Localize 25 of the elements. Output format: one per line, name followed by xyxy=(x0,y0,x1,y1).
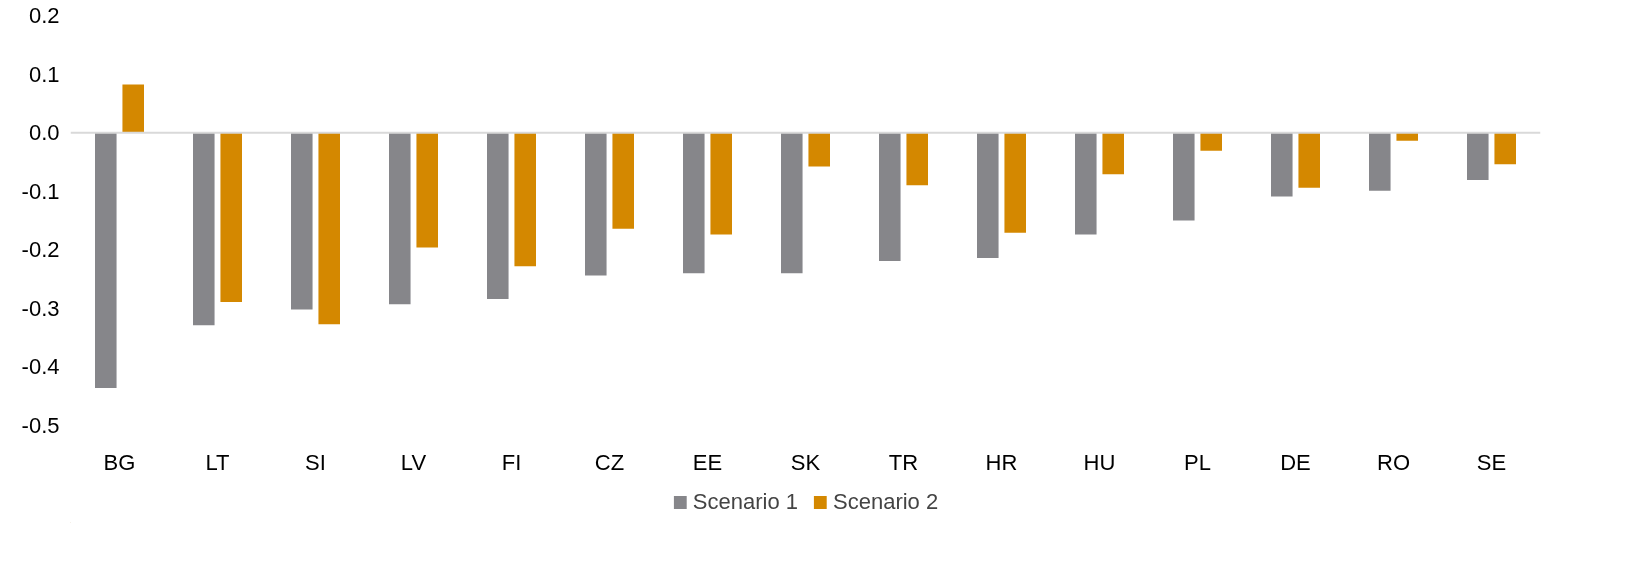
y-tick-label: -0.1 xyxy=(21,178,60,204)
y-tick-label: -0.4 xyxy=(21,354,60,380)
x-tick-label: EE xyxy=(692,449,723,475)
x-tick-label: LV xyxy=(400,449,427,475)
x-tick-label: TR xyxy=(888,449,919,475)
x-tick-label: RO xyxy=(1377,449,1410,475)
x-tick-label: SI xyxy=(305,449,326,475)
y-tick-label: 0.1 xyxy=(28,61,60,87)
x-tick-label: FI xyxy=(501,449,522,475)
y-tick-label: 0.2 xyxy=(28,3,60,28)
y-tick-label: -0.2 xyxy=(21,237,60,263)
legend-label: Scenario 1 xyxy=(692,489,798,515)
x-tick-label: PL xyxy=(1184,449,1211,475)
y-tick-label: 0.0 xyxy=(28,120,60,146)
x-tick-label: HU xyxy=(1083,449,1116,475)
x-tick-label: HR xyxy=(985,449,1018,475)
x-tick-label: LT xyxy=(205,449,230,475)
legend-label: Scenario 2 xyxy=(833,489,939,515)
x-tick-label: CZ xyxy=(594,449,625,475)
y-tick-label: -0.5 xyxy=(21,413,60,438)
y-tick-label: -0.3 xyxy=(21,295,60,321)
x-tick-label: DE xyxy=(1280,449,1311,475)
x-tick-label: SE xyxy=(1476,449,1507,475)
x-tick-label: SK xyxy=(790,449,821,475)
x-tick-label: BG xyxy=(103,449,136,475)
